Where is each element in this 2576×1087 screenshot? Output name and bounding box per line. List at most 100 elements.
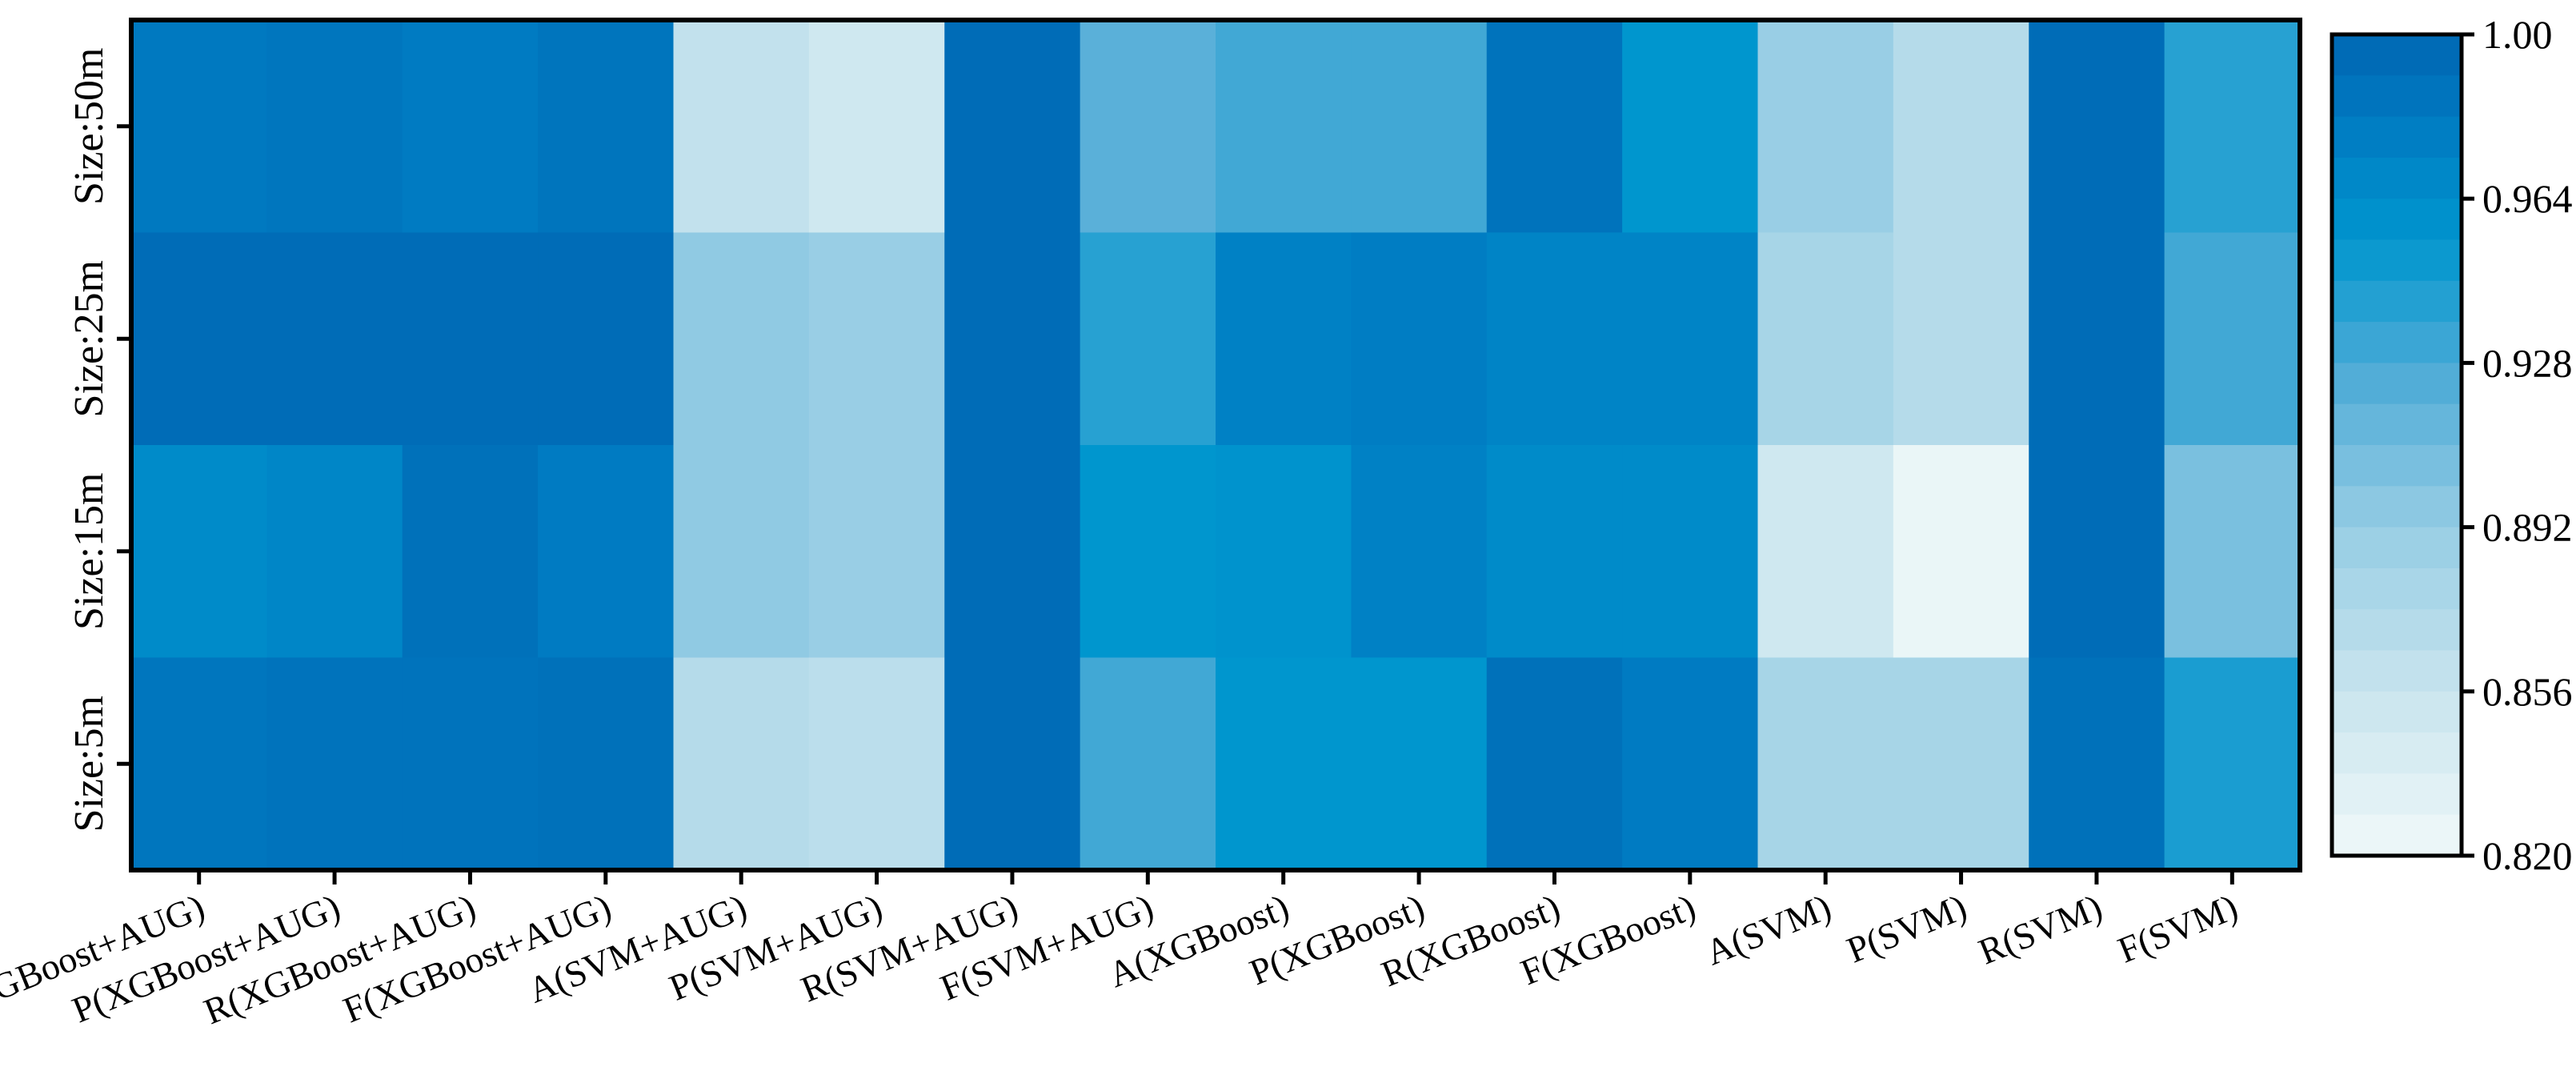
- heatmap-cell: [1486, 20, 1623, 234]
- heatmap-cell: [1893, 445, 2029, 659]
- y-tick-label: Size:5m: [66, 696, 112, 832]
- colorbar-segment: [2332, 280, 2462, 323]
- heatmap-cell: [673, 232, 810, 446]
- heatmap-cell: [2029, 20, 2165, 234]
- heatmap-cell: [402, 445, 539, 659]
- heatmap-cell: [1351, 20, 1488, 234]
- heatmap-cell: [2164, 20, 2301, 234]
- heatmap-cell: [808, 20, 945, 234]
- heatmap-cell: [1757, 445, 1894, 659]
- heatmap-cell: [266, 657, 403, 871]
- colorbar-segment: [2332, 363, 2462, 405]
- heatmap-cell: [402, 657, 539, 871]
- heatmap-cell: [2029, 445, 2165, 659]
- colorbar-segment: [2332, 691, 2462, 733]
- heatmap-cell: [944, 445, 1081, 659]
- heatmap-cell: [1622, 657, 1759, 871]
- heatmap-cell: [1216, 445, 1352, 659]
- heatmap-cell: [1486, 657, 1623, 871]
- heatmap-cell: [402, 232, 539, 446]
- colorbar-segment: [2332, 445, 2462, 487]
- colorbar-segment: [2332, 116, 2462, 158]
- colorbar-tick-label: 1.00: [2482, 12, 2553, 57]
- heatmap-cell: [1622, 445, 1759, 659]
- heatmap-cell: [266, 445, 403, 659]
- heatmap-cell: [1893, 232, 2029, 446]
- heatmap-cells: [131, 20, 2301, 871]
- colorbar-segment: [2332, 322, 2462, 363]
- heatmap-cell: [1080, 657, 1216, 871]
- colorbar-tick-label: 0.820: [2482, 833, 2573, 878]
- heatmap-cell: [1080, 232, 1216, 446]
- colorbar: 1.00 0.964 0.928 0.892 0.856 0.820: [2330, 12, 2573, 878]
- colorbar-tick-label: 0.928: [2482, 340, 2573, 385]
- heatmap-cell: [131, 20, 267, 234]
- heatmap-cell: [673, 445, 810, 659]
- colorbar-segment: [2332, 732, 2462, 774]
- colorbar-segment: [2332, 157, 2462, 199]
- heatmap-cell: [131, 657, 267, 871]
- heatmap-cell: [1622, 232, 1759, 446]
- heatmap-cell: [1622, 20, 1759, 234]
- heatmap-cell: [1351, 445, 1488, 659]
- heatmap-cell: [2164, 445, 2301, 659]
- heatmap-cell: [266, 20, 403, 234]
- colorbar-segment: [2332, 609, 2462, 652]
- heatmap-cell: [808, 232, 945, 446]
- heatmap-cell: [673, 20, 810, 234]
- heatmap-cell: [266, 232, 403, 446]
- x-tick-label: R(SVM): [1973, 886, 2107, 973]
- heatmap-cell: [944, 20, 1081, 234]
- y-tick-label: Size:50m: [66, 48, 112, 205]
- heatmap-cell: [1216, 657, 1352, 871]
- heatmap-cell: [808, 445, 945, 659]
- colorbar-frame: [2330, 32, 2464, 858]
- heatmap-cell: [2164, 232, 2301, 446]
- heatmap-cell: [1893, 20, 2029, 234]
- y-tick-label: Size:25m: [66, 260, 112, 417]
- heatmap-cell: [1757, 20, 1894, 234]
- heatmap-cell: [1351, 232, 1488, 446]
- colorbar-segment: [2332, 403, 2462, 446]
- heatmap-cell: [402, 20, 539, 234]
- heatmap-cell: [2164, 657, 2301, 871]
- heatmap-cell: [538, 232, 675, 446]
- colorbar-segment: [2332, 34, 2462, 76]
- heatmap-cell: [1351, 657, 1488, 871]
- heatmap-cell: [1486, 445, 1623, 659]
- colorbar-segment: [2332, 199, 2462, 241]
- heatmap-cell: [2029, 657, 2165, 871]
- heatmap-cell: [1080, 20, 1216, 234]
- x-tick-label: P(SVM): [1841, 886, 1973, 971]
- heatmap-cell: [808, 657, 945, 871]
- y-axis: Size:50m Size:25m Size:15m Size:5m: [66, 48, 131, 832]
- heatmap-cell: [131, 232, 267, 446]
- heatmap-cell: [1757, 657, 1894, 871]
- heatmap-cell: [2029, 232, 2165, 446]
- heatmap-cell: [538, 445, 675, 659]
- x-axis: A(XGBoost+AUG)P(XGBoost+AUG)R(XGBoost+AU…: [0, 870, 2243, 1033]
- colorbar-tick-label: 0.892: [2482, 505, 2573, 550]
- heatmap-cell: [538, 20, 675, 234]
- heatmap-cell: [1216, 232, 1352, 446]
- heatmap-cell: [944, 657, 1081, 871]
- x-tick-label: A(SVM): [1700, 886, 1837, 973]
- heatmap-cell: [673, 657, 810, 871]
- colorbar-segment: [2332, 568, 2462, 610]
- colorbar-segment: [2332, 773, 2462, 816]
- colorbar-tick-label: 0.964: [2482, 176, 2573, 221]
- heatmap-cell: [1080, 445, 1216, 659]
- y-tick-label: Size:15m: [66, 473, 112, 630]
- colorbar-segment: [2332, 239, 2462, 282]
- colorbar-tick-label: 0.856: [2482, 669, 2573, 714]
- heatmap-cell: [1757, 232, 1894, 446]
- colorbar-segment: [2332, 650, 2462, 692]
- colorbar-segment: [2332, 814, 2462, 856]
- heatmap-cell: [538, 657, 675, 871]
- heatmap-cell: [944, 232, 1081, 446]
- heatmap-cell: [1216, 20, 1352, 234]
- heatmap-cell: [1893, 657, 2029, 871]
- colorbar-segment: [2332, 527, 2462, 569]
